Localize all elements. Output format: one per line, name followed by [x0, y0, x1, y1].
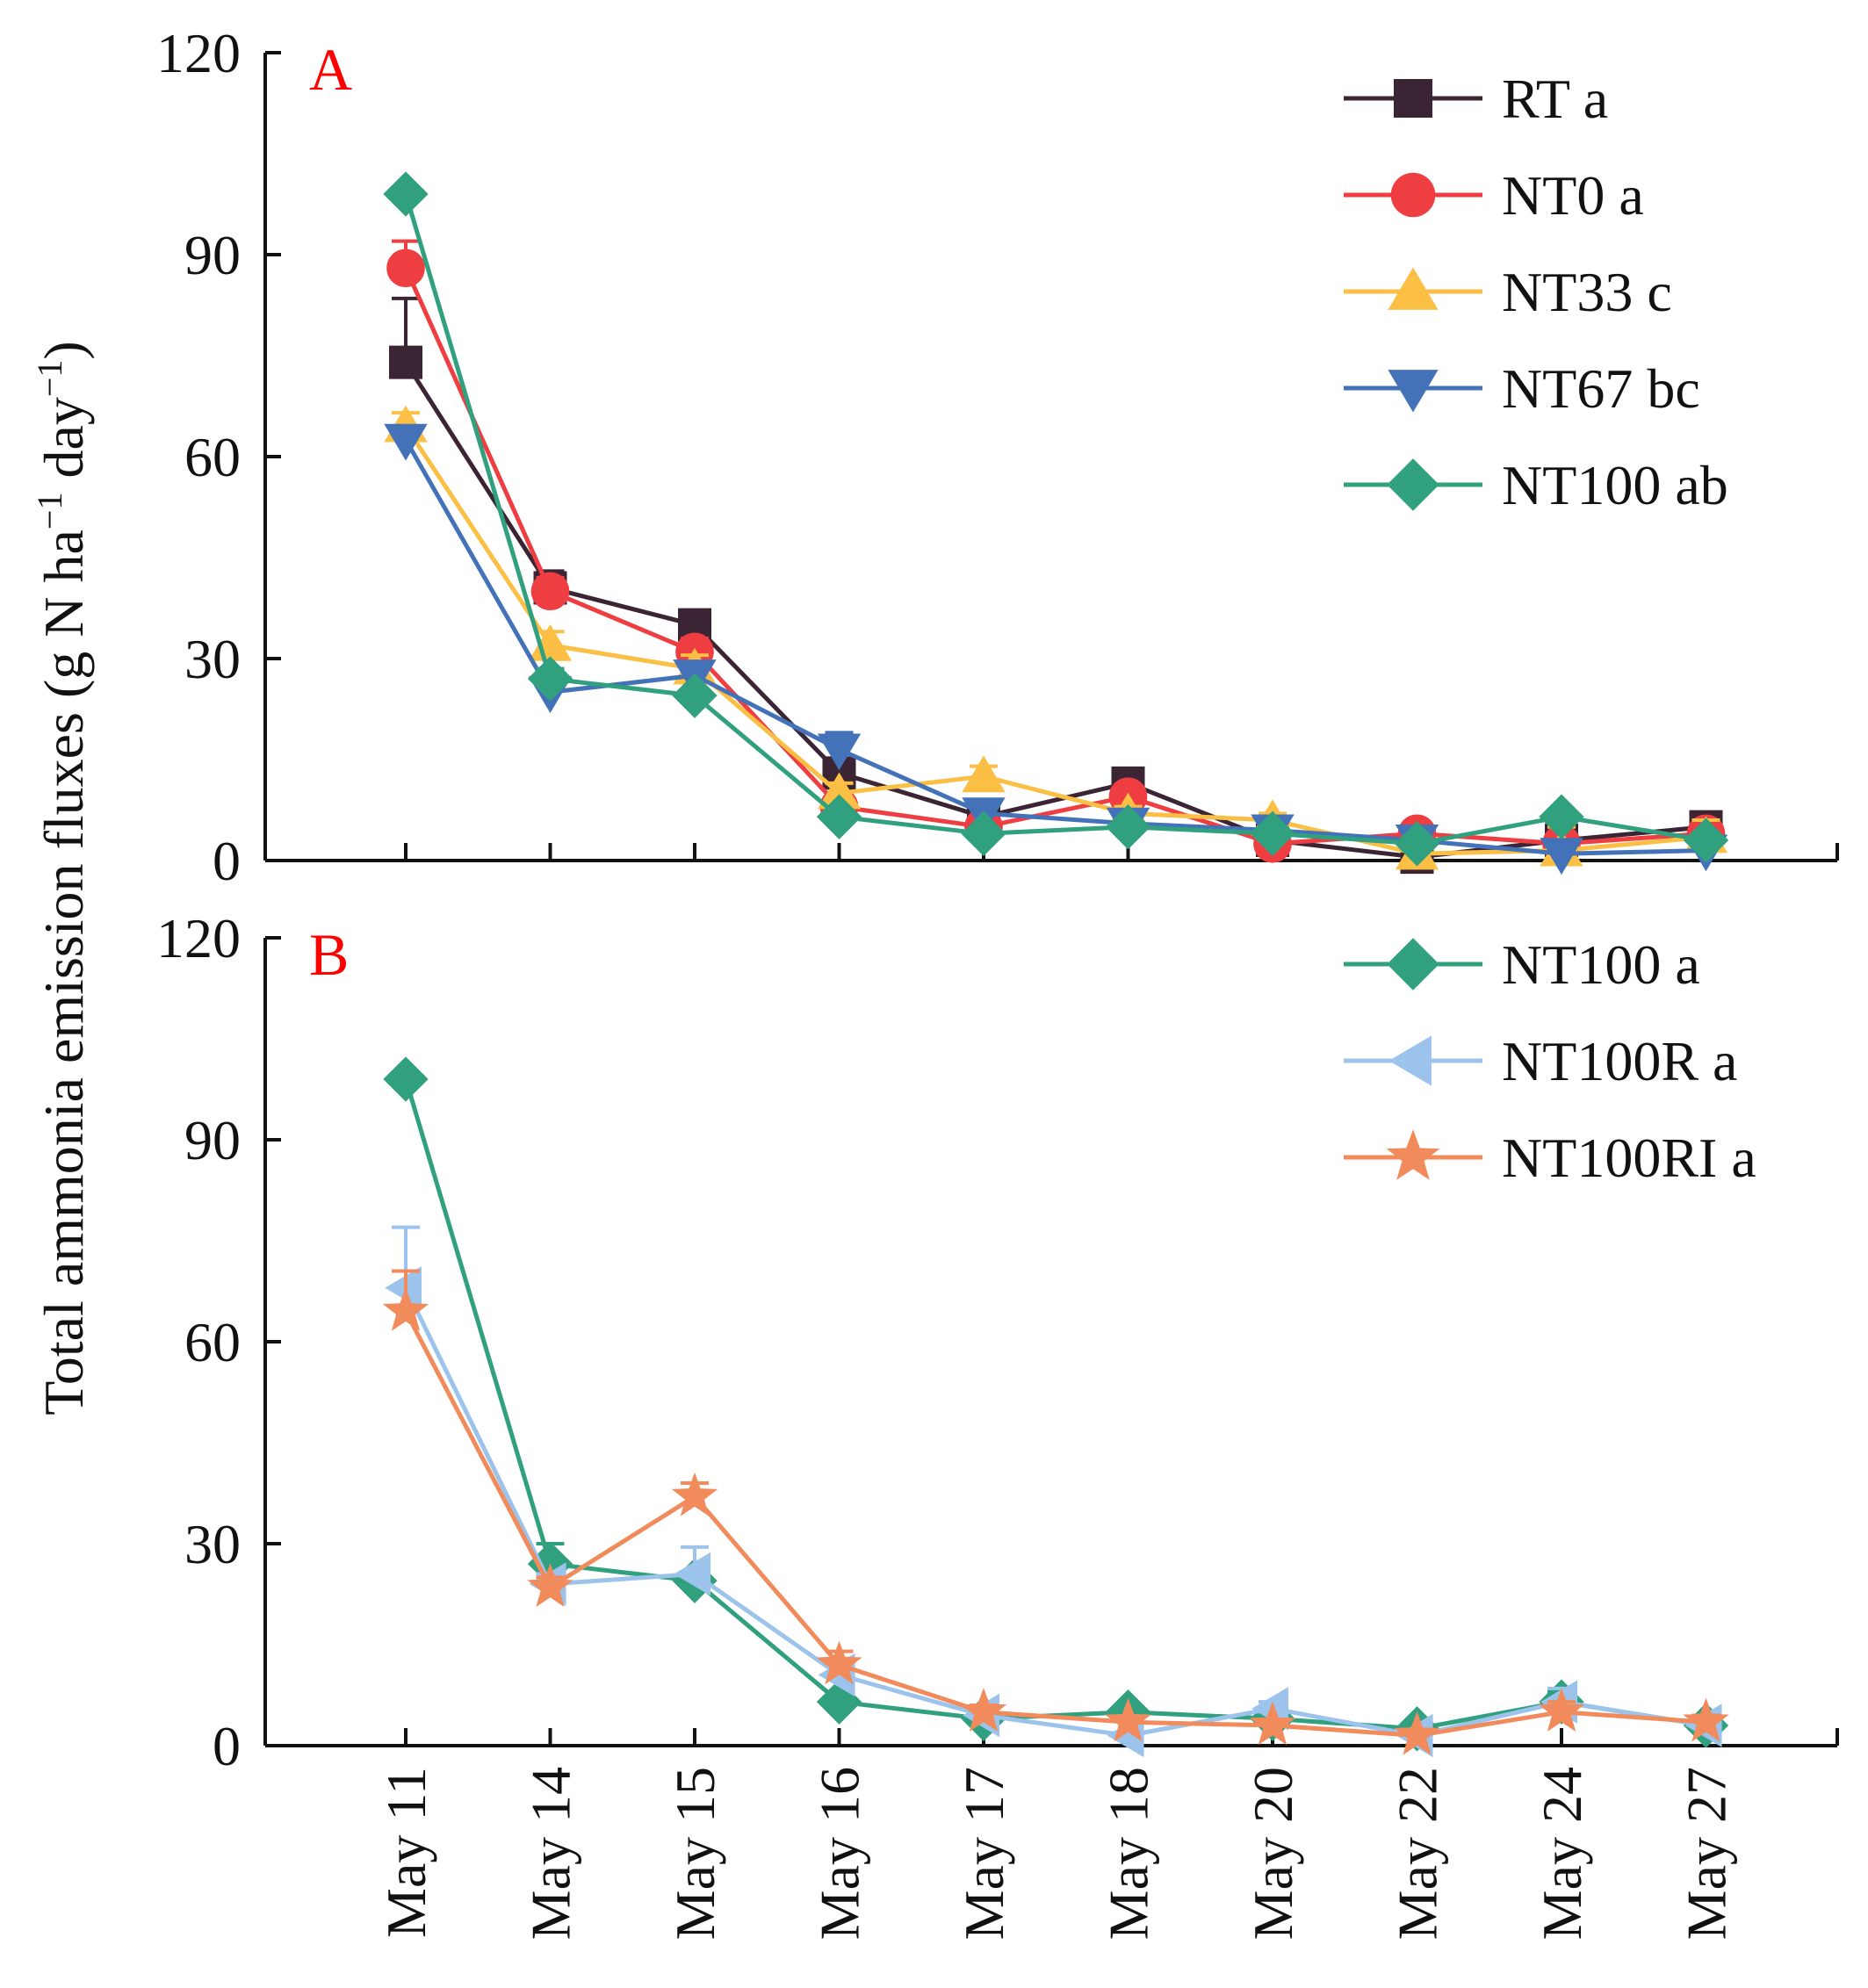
- legend-marker-a-nt100-ab: [1387, 458, 1439, 511]
- y-tick-label-a-0: 0: [213, 830, 241, 892]
- legend-label-a-nt33-c: NT33 c: [1502, 261, 1672, 323]
- data-point-a-nt33-c-3: [817, 772, 862, 810]
- series-a-nt0-a: [386, 239, 1726, 863]
- data-point-a-nt100-ab-1: [527, 656, 573, 702]
- data-point-b-nt100r-a-0: [385, 1265, 422, 1310]
- legend-a: RT a NT0 a NT33 c NT67 bc NT100 ab: [1344, 68, 1728, 516]
- x-tick-label-may-27: May 27: [1676, 1767, 1738, 1940]
- data-point-a-nt67-bc-0: [384, 423, 428, 461]
- series-b-nt100ri-a: [382, 1269, 1729, 1755]
- data-point-a-nt100-ab-5: [1105, 804, 1151, 850]
- data-point-b-nt100ri-a-1: [527, 1563, 573, 1608]
- legend-marker-a-nt33-c: [1388, 267, 1439, 310]
- data-point-a-nt67-bc-3: [817, 733, 862, 771]
- legend-marker-b-nt100ri-a: [1386, 1129, 1440, 1180]
- legend-label-b-nt100ri-a: NT100RI a: [1502, 1127, 1756, 1189]
- legend-marker-a-rt-a: [1394, 79, 1432, 118]
- data-point-b-nt100ri-a-3: [816, 1640, 862, 1685]
- x-tick-label-may-14: May 14: [520, 1767, 582, 1940]
- series-line-a-rt-a: [403, 361, 1706, 860]
- data-point-b-nt100ri-a-2: [671, 1472, 718, 1516]
- data-point-a-nt100-ab-3: [816, 794, 862, 839]
- data-point-a-nt100-ab-6: [1250, 810, 1295, 856]
- y-axis-title-superscript-1: −1: [30, 493, 69, 530]
- data-point-a-rt-a-2: [678, 608, 711, 642]
- legend-b: NT100 a NT100R a NT100RI a: [1344, 933, 1756, 1189]
- x-tick-label-may-17: May 17: [953, 1767, 1015, 1940]
- y-tick-label-b-30: 30: [184, 1513, 241, 1575]
- x-tick-label-may-24: May 24: [1531, 1767, 1593, 1940]
- data-point-b-nt100ri-a-0: [382, 1286, 429, 1331]
- legend-marker-b-nt100-a: [1387, 938, 1439, 990]
- x-tick-label-may-15: May 15: [664, 1767, 726, 1940]
- legend-label-a-rt-a: RT a: [1502, 68, 1608, 130]
- data-point-b-nt100ri-a-6: [1249, 1701, 1296, 1746]
- y-tick-label-a-30: 30: [184, 628, 241, 690]
- data-point-b-nt100ri-a-8: [1538, 1688, 1585, 1732]
- x-tick-label-may-18: May 18: [1098, 1767, 1160, 1940]
- legend-marker-b-nt100r-a: [1388, 1035, 1432, 1086]
- series-line-a-nt100-ab: [403, 193, 1706, 846]
- x-tick-label-may-16: May 16: [809, 1767, 871, 1940]
- x-tick-label-may-22: May 22: [1387, 1767, 1449, 1940]
- data-point-a-nt100-ab-7: [1394, 821, 1440, 867]
- legend-label-a-nt67-bc: NT67 bc: [1502, 357, 1700, 420]
- y-tick-label-b-0: 0: [213, 1715, 241, 1777]
- y-tick-label-a-90: 90: [184, 224, 241, 286]
- y-axis-title: Total ammonia emission fluxes (g N ha−1 …: [30, 341, 95, 1415]
- legend-marker-a-nt67-bc: [1388, 370, 1439, 413]
- y-tick-label-a-60: 60: [184, 426, 241, 488]
- x-tick-label-may-11: May 11: [375, 1767, 437, 1938]
- data-point-b-nt100r-a-2: [674, 1552, 711, 1596]
- legend-label-a-nt100-ab: NT100 ab: [1502, 454, 1728, 516]
- series-a-nt100-ab: [383, 171, 1729, 867]
- data-point-b-nt100ri-a-4: [960, 1688, 1007, 1732]
- data-point-b-nt100-a-0: [383, 1056, 429, 1102]
- svg-text:Total ammonia emission fluxes: Total ammonia emission fluxes (g N ha−1 …: [30, 341, 95, 1415]
- x-axis-tick-labels: May 11 May 14 May 15 May 16 May 17 May 18 May …: [375, 1767, 1738, 1940]
- data-point-a-nt100-ab-9: [1683, 818, 1729, 863]
- y-axis-title-superscript-2: −1: [30, 360, 69, 398]
- series-line-a-nt33-c: [403, 425, 1706, 856]
- data-point-a-nt0-a-1: [530, 572, 570, 611]
- y-tick-label-b-120: 120: [156, 907, 241, 969]
- data-point-a-nt33-c-4: [962, 755, 1006, 793]
- data-point-b-nt100ri-a-5: [1105, 1697, 1151, 1742]
- data-point-a-nt100-ab-2: [672, 673, 718, 718]
- series-line-a-nt67-bc: [403, 438, 1706, 856]
- series-line-a-nt0-a: [403, 267, 1706, 846]
- series-b-nt100r-a: [385, 1225, 1722, 1758]
- data-point-b-nt100ri-a-9: [1683, 1697, 1729, 1742]
- legend-label-a-nt0-a: NT0 a: [1502, 164, 1644, 227]
- panel-letter-a: A: [309, 36, 352, 103]
- y-tick-label-a-120: 120: [156, 22, 241, 84]
- legend-label-b-nt100r-a: NT100R a: [1502, 1030, 1737, 1092]
- y-tick-label-b-90: 90: [184, 1109, 241, 1171]
- data-point-a-nt100-ab-4: [961, 810, 1006, 856]
- panel-letter-b: B: [309, 921, 349, 988]
- data-point-a-nt100-ab-0: [383, 171, 429, 217]
- data-point-a-nt33-c-1: [528, 623, 573, 661]
- x-tick-label-may-20: May 20: [1242, 1767, 1304, 1940]
- legend-label-b-nt100-a: NT100 a: [1502, 933, 1700, 996]
- legend-marker-a-nt0-a: [1390, 172, 1436, 218]
- data-point-a-rt-a-0: [389, 345, 422, 379]
- data-point-a-nt100-ab-8: [1539, 794, 1584, 839]
- data-point-b-nt100ri-a-7: [1394, 1711, 1440, 1755]
- series-line-b-nt100r-a: [403, 1286, 1706, 1738]
- y-tick-label-b-60: 60: [184, 1311, 241, 1373]
- y-axis-title-mid: day: [32, 397, 95, 492]
- y-axis-title-end: ): [32, 341, 95, 359]
- data-point-a-nt0-a-0: [386, 248, 425, 288]
- series-line-b-nt100ri-a: [403, 1310, 1706, 1738]
- chart-panel-b: 0 30 60 90 120 B NT100 a NT100R a NT100RI a: [156, 907, 1839, 1777]
- data-point-a-nt67-bc-8: [1540, 838, 1583, 875]
- chart-panel-a: 0 30 60 90 120 A RT a NT0 a NT33 c NT67 bc NT100 a…: [156, 22, 1839, 892]
- y-axis-title-main: Total ammonia emission fluxes (g N ha: [32, 529, 95, 1415]
